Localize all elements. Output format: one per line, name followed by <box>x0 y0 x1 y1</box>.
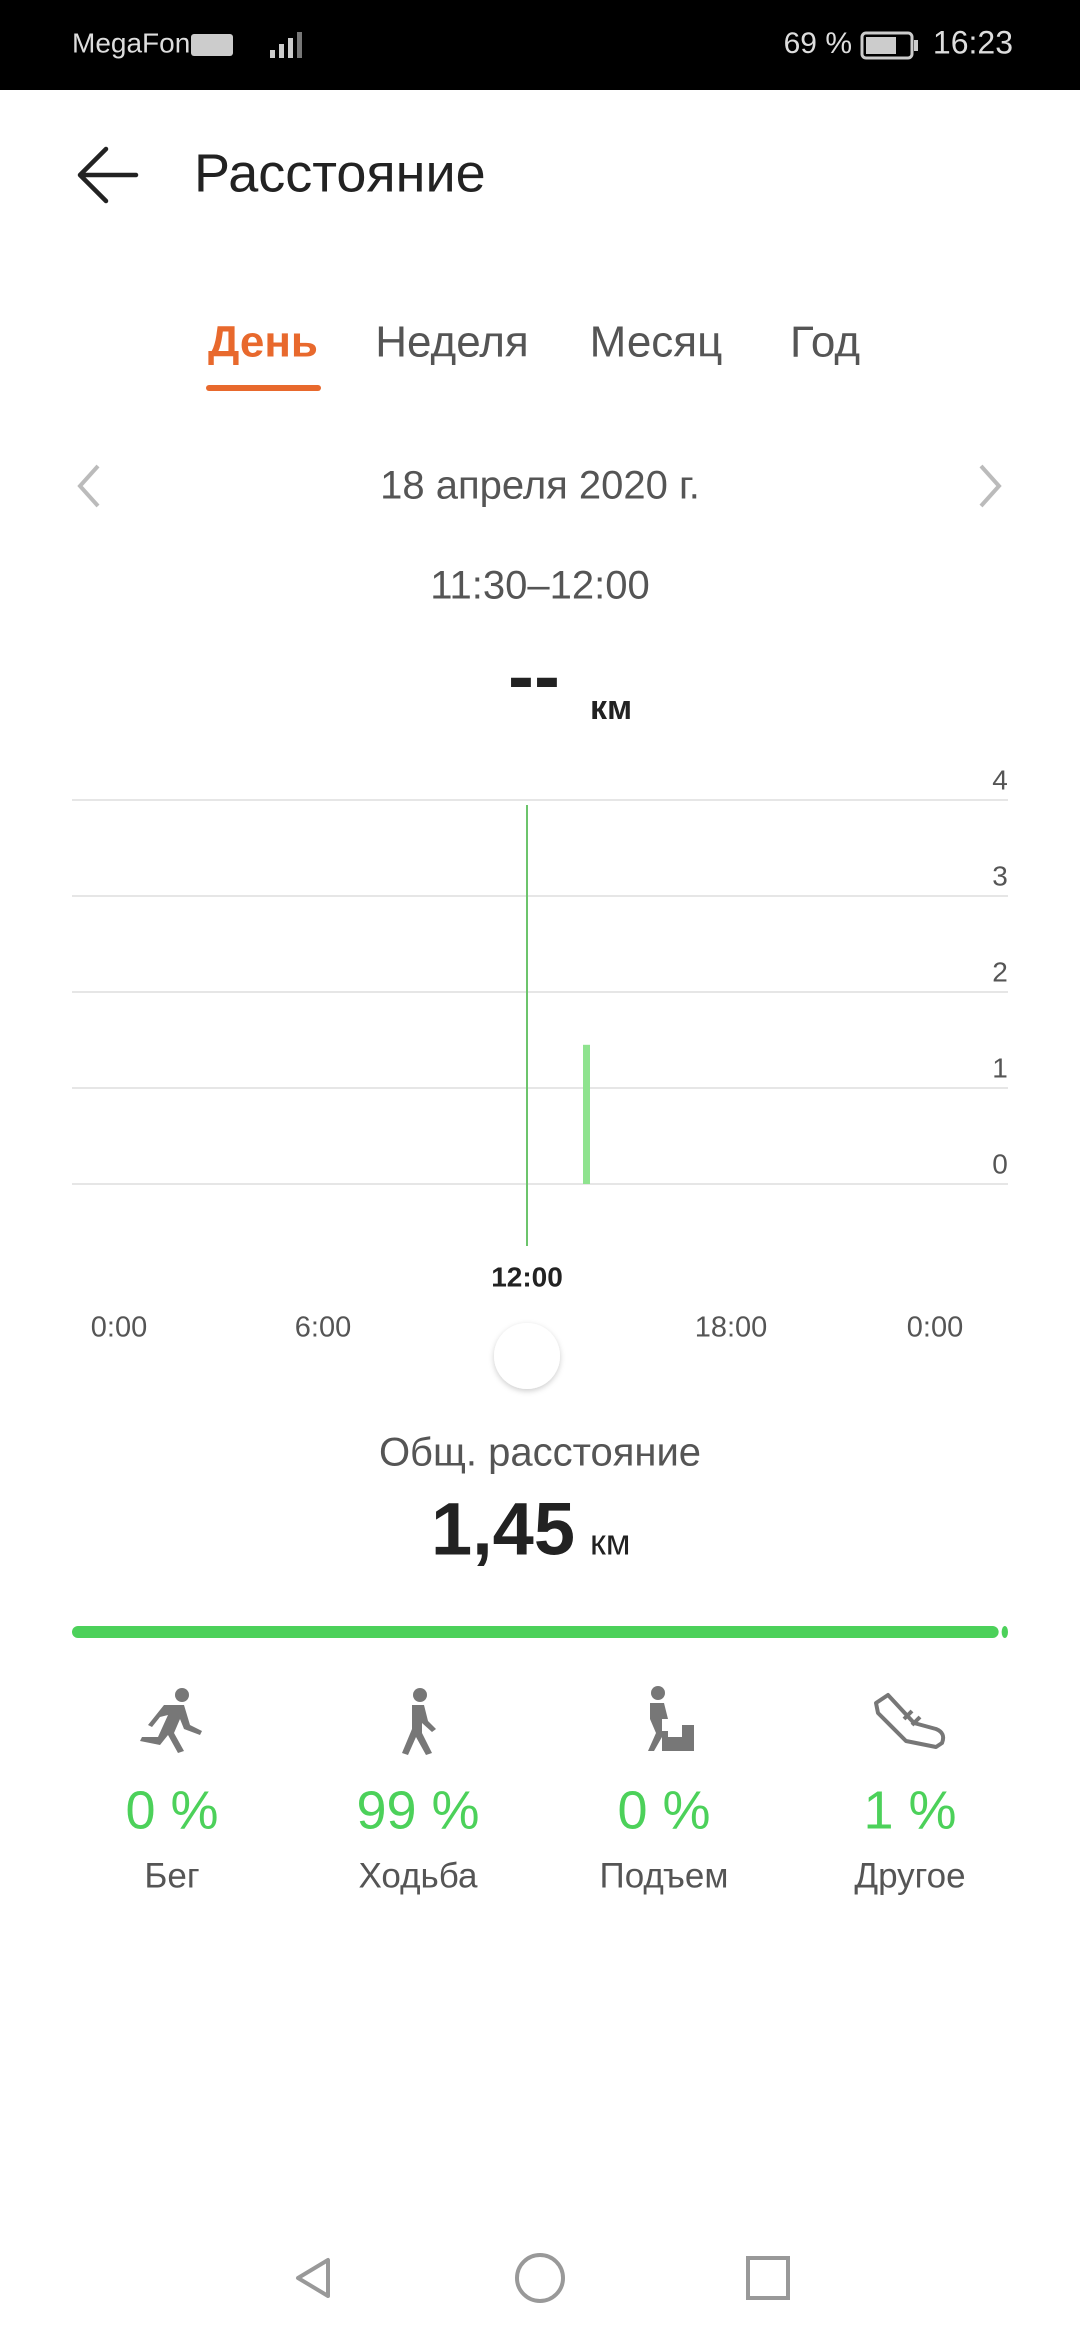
activity-label: Бег <box>144 1856 199 1895</box>
y-tick-label: 0 <box>992 1148 1008 1179</box>
activity-label: Другое <box>854 1856 965 1895</box>
nav-back[interactable] <box>296 2258 330 2298</box>
summary-label: Общ. расстояние <box>379 1431 701 1475</box>
next-date[interactable] <box>979 464 1002 508</box>
x-tick-label: 0:00 <box>907 1312 963 1344</box>
nav-home[interactable] <box>515 2253 565 2303</box>
y-tick-label: 3 <box>992 860 1008 891</box>
clock: 16:23 <box>933 24 1013 60</box>
selected-unit: км <box>590 689 632 727</box>
run-icon <box>140 1688 202 1753</box>
activity-label: Подъем <box>600 1856 729 1895</box>
period-tab[interactable]: Год <box>790 318 860 367</box>
tab-underline <box>206 385 321 391</box>
y-tick-label: 1 <box>992 1052 1008 1083</box>
activity-percent: 99 % <box>356 1780 479 1840</box>
prev-date[interactable] <box>77 464 100 508</box>
other-icon <box>874 1693 946 1749</box>
back-button[interactable] <box>77 146 139 204</box>
period-tab[interactable]: Месяц <box>590 318 723 367</box>
summary-value: 1,45 <box>431 1488 575 1571</box>
distance-share-segment <box>1001 1626 1008 1638</box>
period-tab[interactable]: Неделя <box>375 318 528 367</box>
climb-icon <box>648 1686 694 1751</box>
date: 18 апреля 2020 г. <box>380 464 700 508</box>
x-tick-label: 6:00 <box>295 1312 351 1344</box>
activity-percent: 1 % <box>863 1780 956 1840</box>
x-tick-label: 18:00 <box>695 1312 768 1344</box>
nav-recent[interactable] <box>746 2256 790 2300</box>
y-tick-label: 2 <box>992 956 1008 987</box>
distance-share-segment <box>72 1626 999 1638</box>
status-bar <box>0 0 1080 90</box>
battery-icon <box>860 31 918 60</box>
x-tick-label: 0:00 <box>91 1312 147 1344</box>
activity-label: Ходьба <box>358 1856 478 1895</box>
page-title: Расстояние <box>194 143 486 203</box>
cursor-label: 12:00 <box>491 1261 563 1292</box>
time-slider-knob[interactable] <box>494 1323 560 1389</box>
y-tick-label: 4 <box>992 764 1008 795</box>
activity-percent: 0 % <box>125 1780 218 1840</box>
battery-level: 69 % <box>784 27 852 60</box>
carrier: MegaFon <box>72 27 190 58</box>
time-range: 11:30–12:00 <box>430 564 649 608</box>
summary-panel <box>0 1313 1080 2340</box>
signal-icons <box>191 32 302 58</box>
selected-value: -- <box>508 632 560 720</box>
bar <box>583 1044 590 1184</box>
summary-unit: км <box>590 1522 631 1563</box>
activity-percent: 0 % <box>617 1780 710 1840</box>
period-tab[interactable]: День <box>208 318 318 367</box>
walk-icon <box>402 1688 436 1755</box>
